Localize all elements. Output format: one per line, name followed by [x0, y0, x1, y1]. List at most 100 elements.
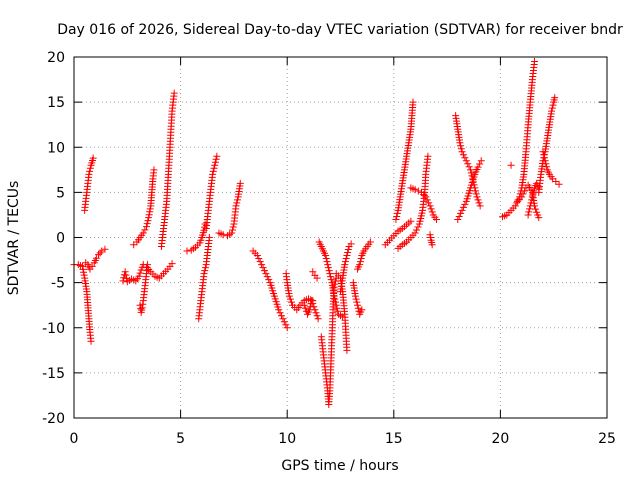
y-tick-labels: -20 -15 -10 -5 0 5 10 15 20	[42, 50, 65, 427]
data-point-series-25	[425, 199, 433, 207]
y-tick-label: -20	[42, 411, 65, 427]
data-markers	[70, 58, 563, 408]
data-point-series-13	[285, 292, 293, 300]
data-point-series-11	[219, 231, 227, 239]
data-point-series-32	[528, 193, 536, 201]
data-point-series-19	[343, 252, 351, 260]
data-point-series-9	[201, 264, 209, 272]
data-point-series-31	[518, 193, 526, 201]
data-point-series-31	[519, 190, 527, 198]
data-point-series-20	[351, 292, 359, 300]
data-point-series-23	[393, 212, 401, 220]
data-point-series-20	[358, 306, 366, 314]
data-point-series-16	[324, 264, 332, 272]
data-point-series-12	[255, 255, 263, 263]
data-point-series-34	[555, 180, 563, 188]
data-point-series-32	[526, 205, 534, 213]
data-point-series-34	[541, 157, 549, 165]
plot-frame	[73, 56, 608, 419]
data-point-series-32	[526, 202, 534, 210]
data-point-series-18	[343, 346, 351, 354]
data-point-series-2	[86, 164, 94, 172]
data-point-series-19	[341, 258, 349, 266]
x-tick-label: 20	[491, 431, 509, 447]
data-point-series-14	[312, 309, 320, 317]
data-point-series-5	[138, 304, 146, 312]
data-point-series-20	[355, 307, 363, 315]
x-tick-label: 0	[70, 431, 79, 447]
data-point-series-14	[313, 312, 321, 320]
data-point-series-15	[309, 268, 317, 276]
y-tick-label: 15	[47, 95, 65, 111]
data-point-series-10	[210, 164, 218, 172]
data-point-series-4	[146, 205, 154, 213]
y-tick-label: -10	[42, 321, 65, 337]
data-point-series-31	[532, 205, 540, 213]
data-point-series-16	[322, 255, 330, 263]
data-point-series-27	[459, 151, 467, 159]
data-point-series-24	[411, 229, 419, 237]
data-point-series-14	[311, 306, 319, 314]
data-point-series-31	[535, 214, 543, 222]
data-point-series-12	[258, 261, 266, 269]
data-point-series-12	[259, 264, 267, 272]
x-axis-title: GPS time / hours	[281, 458, 398, 474]
data-point-series-14	[309, 300, 317, 308]
data-point-series-28	[461, 200, 469, 208]
data-point-series-7	[170, 89, 178, 97]
y-axis-title: SDTVAR / TECUs	[6, 181, 22, 296]
data-point-series-3	[121, 268, 129, 276]
data-point-series-25	[428, 208, 436, 216]
data-point-series-0	[79, 265, 87, 273]
x-tick-label: 5	[176, 431, 185, 447]
data-point-series-4	[144, 217, 152, 225]
x-tick-label: 25	[598, 431, 616, 447]
data-point-series-17	[331, 280, 339, 288]
data-point-series-10	[211, 161, 219, 169]
data-point-series-33	[551, 94, 559, 102]
data-point-series-19	[344, 246, 352, 254]
y-tick-label: 20	[47, 50, 65, 66]
data-point-series-27	[462, 157, 470, 165]
data-point-series-14	[301, 304, 309, 312]
data-point-series-16	[333, 304, 341, 312]
data-point-series-29	[511, 202, 519, 210]
data-point-series-12	[256, 258, 264, 266]
data-point-series-4	[141, 226, 149, 234]
x-tick-label: 15	[385, 431, 403, 447]
data-point-series-11	[229, 223, 237, 231]
data-point-series-12	[280, 318, 288, 326]
data-point-series-32	[525, 208, 533, 216]
data-point-series-10	[209, 170, 217, 178]
data-point-series-11	[228, 226, 236, 234]
data-point-series-32	[530, 187, 538, 195]
data-point-series-27	[457, 142, 465, 150]
x-tick-label: 10	[278, 431, 296, 447]
data-point-series-27	[472, 190, 480, 198]
data-point-series-27	[467, 166, 475, 174]
data-point-series-28	[454, 215, 462, 223]
data-point-series-25	[414, 187, 422, 195]
data-point-series-0	[80, 271, 88, 279]
data-point-series-3	[135, 272, 143, 280]
data-point-series-27	[458, 148, 466, 156]
data-point-series-11	[233, 199, 241, 207]
data-point-series-33	[549, 101, 557, 109]
data-point-series-12	[276, 309, 284, 317]
data-point-series-17	[330, 283, 338, 291]
data-point-series-19	[347, 240, 355, 248]
y-tick-label: 5	[56, 185, 65, 201]
data-point-series-21	[366, 238, 374, 246]
data-point-series-12	[279, 315, 287, 323]
data-point-series-16	[322, 252, 330, 260]
data-point-series-28	[458, 206, 466, 214]
data-point-series-21	[356, 258, 364, 266]
data-point-series-23	[393, 209, 401, 217]
data-point-series-23	[392, 215, 400, 223]
data-point-series-27	[475, 199, 483, 207]
data-point-series-27	[476, 202, 484, 210]
data-point-series-28	[457, 209, 465, 217]
data-point-series-25	[427, 205, 435, 213]
data-point-series-27	[464, 160, 472, 168]
